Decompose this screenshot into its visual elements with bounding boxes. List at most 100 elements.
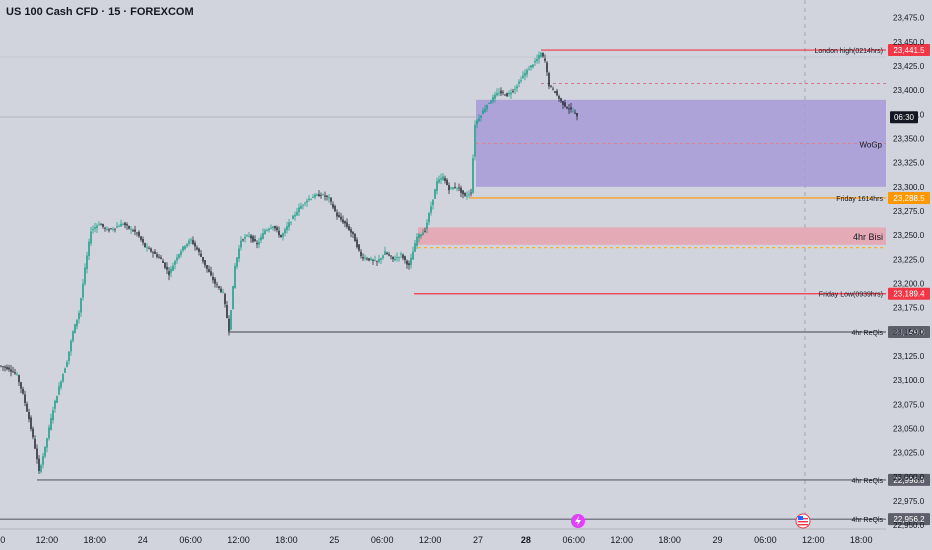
symbol-title: US 100 Cash CFD · 15 · FOREXCOM [6, 6, 194, 18]
price-tick: 23,325.0 [893, 159, 925, 168]
candle-body [460, 187, 462, 193]
candle-body [502, 92, 504, 94]
candle-body [368, 258, 370, 261]
candle-body [472, 158, 474, 193]
candle-body [248, 235, 250, 237]
price-tag-4hr-reqls-1 [888, 326, 930, 339]
price-tag-4hr-reqls-3 [888, 513, 930, 526]
price-tick: 23,100.0 [893, 376, 925, 385]
candle-body [404, 256, 406, 260]
time-tick: 12:00 [610, 535, 633, 545]
candle-body [470, 192, 472, 194]
candle-body [396, 256, 398, 258]
candle-body [448, 185, 450, 191]
candle-body [374, 260, 376, 261]
candle-body [568, 108, 570, 110]
candle-body [192, 240, 194, 244]
time-tick: 27 [473, 535, 483, 545]
time-tick: 12:00 [227, 535, 250, 545]
candle-body [254, 239, 256, 242]
candle-body [456, 187, 458, 189]
time-axis[interactable]: :00 12:00 18:00 24 06:00 12:00 18:00 25 06:00 12:… [0, 528, 886, 545]
candle-body [372, 260, 374, 261]
candle-body [98, 224, 100, 226]
candle-body [6, 366, 8, 370]
candle-body [196, 247, 198, 250]
candle-body [160, 257, 162, 259]
candle-body [206, 265, 208, 269]
time-tick: :00 [0, 535, 5, 545]
candle-body [230, 310, 232, 330]
candle-body [272, 226, 274, 228]
candle-body [330, 197, 332, 202]
candle-body [318, 194, 320, 197]
candle-body [478, 118, 480, 121]
candle-body [484, 108, 486, 112]
price-tag-text-london-high: 23,441.5 [893, 46, 925, 55]
earnings-icon[interactable] [571, 514, 585, 528]
zone-label-4hr-bisi: 4hr Bisi [853, 232, 883, 242]
candle-body [486, 105, 488, 110]
candle-body [60, 381, 62, 388]
candle-body [42, 456, 44, 465]
candle-body [144, 243, 146, 248]
candle-body [180, 251, 182, 255]
candle-body [498, 92, 500, 94]
candle-body [34, 438, 36, 449]
price-tick: 23,075.0 [893, 400, 925, 409]
candle-body [62, 374, 64, 382]
zone-label-wogp: WoGp [859, 140, 882, 149]
candle-body [304, 202, 306, 204]
price-tag-text-4hr-reqls-3: 22,956.2 [893, 515, 925, 524]
time-tick: 25 [329, 535, 339, 545]
price-tick: 23,125.0 [893, 352, 925, 361]
candle-body [258, 241, 260, 245]
candle-body [358, 244, 360, 251]
candle-body [496, 93, 498, 96]
candle-body [278, 230, 280, 236]
candle-body [172, 265, 174, 271]
candle-body [392, 256, 394, 260]
candle-body [406, 260, 408, 265]
candle-body [348, 226, 350, 231]
candle-body [560, 98, 562, 102]
us-flag-icon[interactable] [795, 513, 811, 529]
candle-body [222, 291, 224, 293]
candle-body [162, 260, 164, 263]
price-tick: 23,425.0 [893, 62, 925, 71]
candle-body [414, 243, 416, 252]
candle-body [150, 248, 152, 252]
candle-body [462, 190, 464, 195]
candle-body [430, 206, 432, 213]
candle-body [2, 366, 4, 368]
candle-body [78, 312, 80, 320]
price-tag-text-friday-1614: 23,288.5 [893, 194, 925, 203]
candle-body [542, 52, 544, 57]
candle-body [164, 262, 166, 268]
time-tick: 06:00 [179, 535, 202, 545]
price-tag-friday-1614 [888, 191, 930, 204]
time-tick: 18:00 [84, 535, 107, 545]
candle-body [82, 283, 84, 298]
candle-body [482, 110, 484, 115]
candle-body [224, 293, 226, 305]
candle-body [512, 91, 514, 92]
candle-body [134, 229, 136, 232]
candle-body [104, 227, 106, 229]
price-tick: 23,225.0 [893, 255, 925, 264]
candle-body [260, 236, 262, 241]
candle-body [228, 318, 230, 332]
candle-body [518, 81, 520, 84]
candle-body [88, 241, 90, 256]
candle-body [540, 53, 542, 58]
candles [0, 51, 578, 475]
candle-body [152, 252, 154, 254]
candle-body [534, 61, 536, 63]
candle-body [92, 228, 94, 230]
price-tag-friday-low [888, 287, 930, 300]
candle-body [36, 448, 38, 460]
price-axis[interactable]: 23,441.5 23,288.5 23,189.4 23,149.8 22,996.8… [888, 14, 930, 531]
event-icons[interactable] [571, 513, 811, 529]
candle-body [520, 80, 522, 82]
